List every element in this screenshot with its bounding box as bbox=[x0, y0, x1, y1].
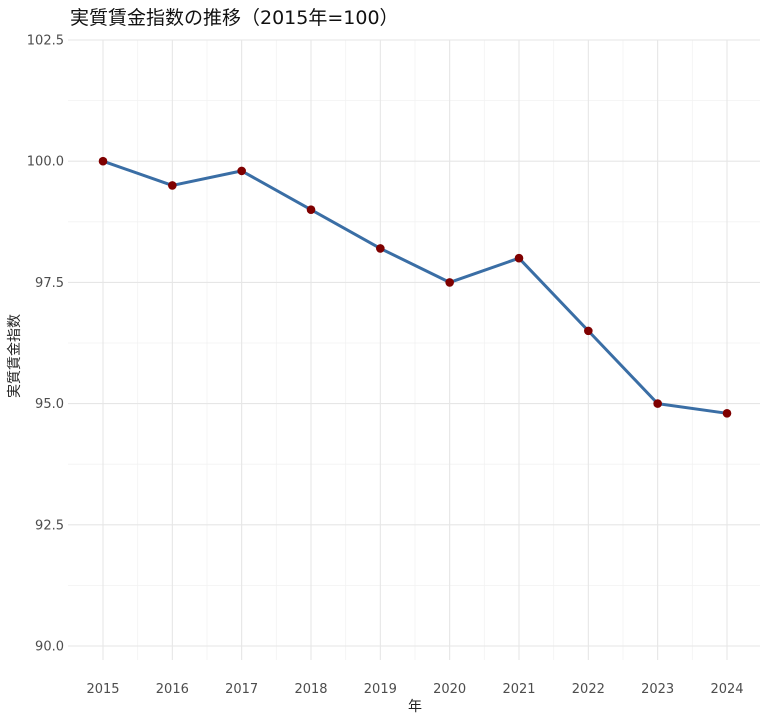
data-points bbox=[98, 156, 732, 418]
y-tick-label: 95.0 bbox=[35, 397, 64, 412]
data-point bbox=[237, 166, 246, 176]
y-tick-label: 100.0 bbox=[27, 155, 64, 170]
grid bbox=[68, 39, 760, 660]
x-tick-label: 2017 bbox=[225, 682, 258, 697]
x-tick-label: 2024 bbox=[710, 682, 743, 697]
x-tick-label: 2021 bbox=[502, 682, 535, 697]
data-point bbox=[514, 253, 524, 263]
x-axis-ticks: 2015 2016 2017 2018 2019 2020 2021 2022 2023 2024 bbox=[86, 682, 743, 697]
data-point bbox=[306, 205, 316, 214]
data-point bbox=[168, 181, 177, 190]
x-tick-label: 2022 bbox=[572, 682, 605, 697]
x-tick-label: 2023 bbox=[641, 682, 674, 697]
chart-title: 実質賃金指数の推移（2015年=100） bbox=[70, 7, 399, 29]
x-axis-title: 年 bbox=[408, 699, 422, 715]
x-tick-label: 2018 bbox=[294, 682, 327, 697]
x-tick-label: 2016 bbox=[156, 682, 189, 697]
data-point bbox=[376, 244, 385, 253]
x-tick-label: 2019 bbox=[364, 682, 397, 697]
y-axis-ticks: 90.0 92.5 95.0 97.5 100.0 102.5 bbox=[27, 34, 64, 655]
x-tick-label: 2015 bbox=[86, 682, 119, 697]
data-point bbox=[722, 408, 732, 418]
series-line bbox=[101, 159, 729, 415]
y-tick-label: 90.0 bbox=[35, 640, 64, 655]
data-point bbox=[445, 278, 454, 287]
y-tick-label: 102.5 bbox=[27, 34, 64, 49]
data-point bbox=[584, 326, 593, 336]
y-tick-label: 92.5 bbox=[35, 518, 64, 533]
data-point bbox=[98, 156, 108, 166]
data-point bbox=[653, 399, 662, 408]
y-axis-title: 実質賃金指数 bbox=[7, 314, 23, 398]
y-tick-label: 97.5 bbox=[35, 276, 64, 291]
x-tick-label: 2020 bbox=[433, 682, 466, 697]
